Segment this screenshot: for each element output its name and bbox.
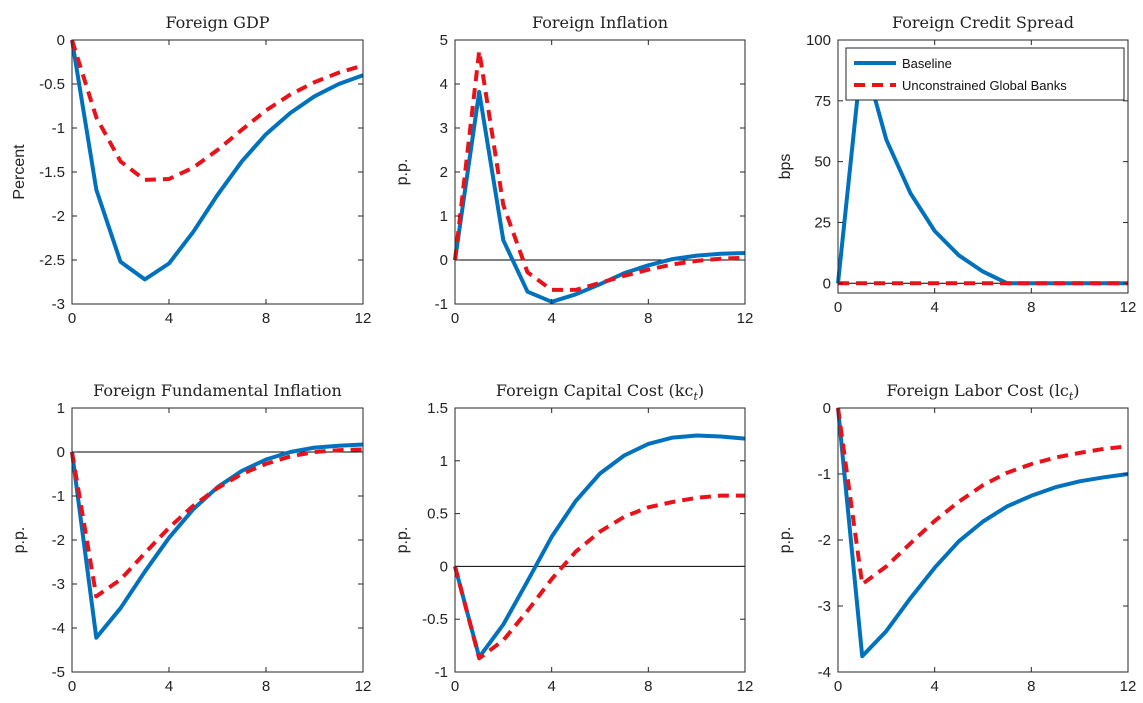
axes-frame	[454, 407, 746, 673]
series-line-unconstrained-global-banks	[70, 447, 364, 599]
x-tick-label: 8	[644, 678, 652, 695]
y-tick-label: -2	[52, 208, 65, 225]
x-tick-label: 12	[1120, 299, 1137, 316]
x-tick-label: 0	[834, 299, 842, 316]
y-tick-label: 25	[814, 214, 831, 231]
x-tick-label: 4	[165, 310, 173, 327]
series-line-baseline	[453, 89, 746, 304]
y-tick-label: 0	[440, 252, 448, 269]
legend-box	[845, 47, 1125, 101]
y-tick-label: 100	[806, 32, 831, 49]
y-tick-label: -2	[818, 532, 831, 549]
y-tick-label: -1	[52, 120, 65, 137]
panel-title: Foreign Credit Spread	[892, 13, 1074, 32]
x-tick-label: 0	[451, 310, 459, 327]
y-tick-label: 1.5	[427, 400, 448, 417]
y-tick-label: 0	[440, 558, 448, 575]
x-tick-label: 4	[930, 299, 938, 316]
y-tick-label: -0.5	[422, 611, 448, 628]
x-tick-label: 4	[547, 678, 555, 695]
panel-title: Foreign Fundamental Inflation	[93, 381, 342, 400]
series-line-baseline	[453, 433, 746, 660]
panel-title: Foreign Labor Cost (lct)	[886, 381, 1079, 403]
y-axis-label: p.p.	[777, 527, 794, 554]
y-tick-label: -2.5	[39, 252, 65, 269]
y-tick-label: -1	[435, 296, 448, 313]
y-tick-label: -2	[52, 532, 65, 549]
x-tick-label: 0	[68, 310, 76, 327]
x-tick-label: 4	[930, 678, 938, 695]
legend-entry-label: Baseline	[902, 56, 952, 71]
series-line-unconstrained-global-banks	[836, 407, 1129, 587]
panel-title: Foreign Capital Cost (kct)	[496, 381, 704, 403]
y-tick-label: 1	[440, 208, 448, 225]
axes-frame	[837, 407, 1129, 673]
chart-panel-3: Foreign Credit Spread 0 4 8 12 100 75 50 25 0 bps B…	[777, 13, 1136, 316]
y-tick-label: 0.5	[427, 506, 448, 523]
y-tick-label: -4	[52, 620, 65, 637]
x-tick-label: 12	[355, 310, 372, 327]
y-tick-label: 3	[440, 120, 448, 137]
x-tick-label: 12	[1120, 678, 1137, 695]
y-tick-label: 5	[440, 32, 448, 49]
y-tick-label: -1	[52, 488, 65, 505]
x-tick-label: 12	[737, 678, 754, 695]
y-tick-label: 1	[57, 400, 65, 417]
series-line-unconstrained-global-banks	[453, 49, 746, 292]
series-line-baseline	[836, 407, 1129, 659]
y-tick-label: 1	[440, 453, 448, 470]
y-tick-label: -3	[52, 296, 65, 313]
x-tick-label: 8	[262, 678, 270, 695]
series-line-unconstrained-global-banks	[70, 39, 364, 182]
panel-title: Foreign GDP	[165, 13, 269, 32]
chart-panel-4: Foreign Fundamental Inflation 0 4 8 12 1 0 -1 -2…	[11, 381, 371, 695]
y-tick-label: -0.5	[39, 76, 65, 93]
series-line-unconstrained-global-banks	[453, 493, 745, 661]
chart-panel-1: Foreign GDP 0 4 8 12 0 -0.5 -1 -1.5 -2 -2.5 -3 Perce…	[11, 13, 371, 327]
x-tick-label: 12	[355, 678, 372, 695]
legend-entry-label: Unconstrained Global Banks	[902, 78, 1067, 93]
y-tick-label: 75	[814, 93, 831, 110]
y-tick-label: 0	[823, 275, 831, 292]
y-tick-label: 0	[57, 32, 65, 49]
chart-panel-6: Foreign Labor Cost (lct) 0 4 8 12 0 -1 -2 -3 -4 p.…	[777, 381, 1136, 695]
x-tick-label: 0	[68, 678, 76, 695]
series-line-baseline	[70, 442, 364, 640]
panel-title: Foreign Inflation	[532, 13, 668, 32]
x-tick-label: 8	[644, 310, 652, 327]
y-tick-label: -5	[52, 664, 65, 681]
x-tick-label: 4	[547, 310, 555, 327]
y-axis-label: Percent	[11, 144, 28, 200]
x-tick-label: 8	[262, 310, 270, 327]
y-tick-label: 0	[57, 444, 65, 461]
axes-frame	[837, 39, 1129, 294]
x-tick-label: 0	[451, 678, 459, 695]
legend: Baseline Unconstrained Global Banks	[845, 47, 1125, 101]
y-tick-label: 2	[440, 164, 448, 181]
y-tick-label: -4	[818, 664, 831, 681]
chart-panel-5: Foreign Capital Cost (kct)0 4 8 121.510.50-…	[394, 381, 753, 695]
y-axis-label: bps	[777, 154, 794, 180]
x-tick-label: 8	[1027, 299, 1035, 316]
series-line-baseline	[70, 39, 364, 282]
y-tick-label: -3	[818, 598, 831, 615]
y-axis-label: p.p.	[394, 527, 411, 554]
x-tick-label: 8	[1027, 678, 1035, 695]
y-tick-label: -3	[52, 576, 65, 593]
y-tick-label: -1.5	[39, 164, 65, 181]
y-tick-label: -1	[818, 466, 831, 483]
y-tick-label: -1	[435, 664, 448, 681]
y-tick-label: 0	[823, 400, 831, 417]
x-tick-label: 0	[834, 678, 842, 695]
y-tick-label: 4	[440, 76, 448, 93]
y-axis-label: p.p.	[11, 527, 28, 554]
y-axis-label: p.p.	[394, 159, 411, 186]
y-tick-label: 50	[814, 154, 831, 171]
x-tick-label: 12	[737, 310, 754, 327]
x-tick-label: 4	[165, 678, 173, 695]
